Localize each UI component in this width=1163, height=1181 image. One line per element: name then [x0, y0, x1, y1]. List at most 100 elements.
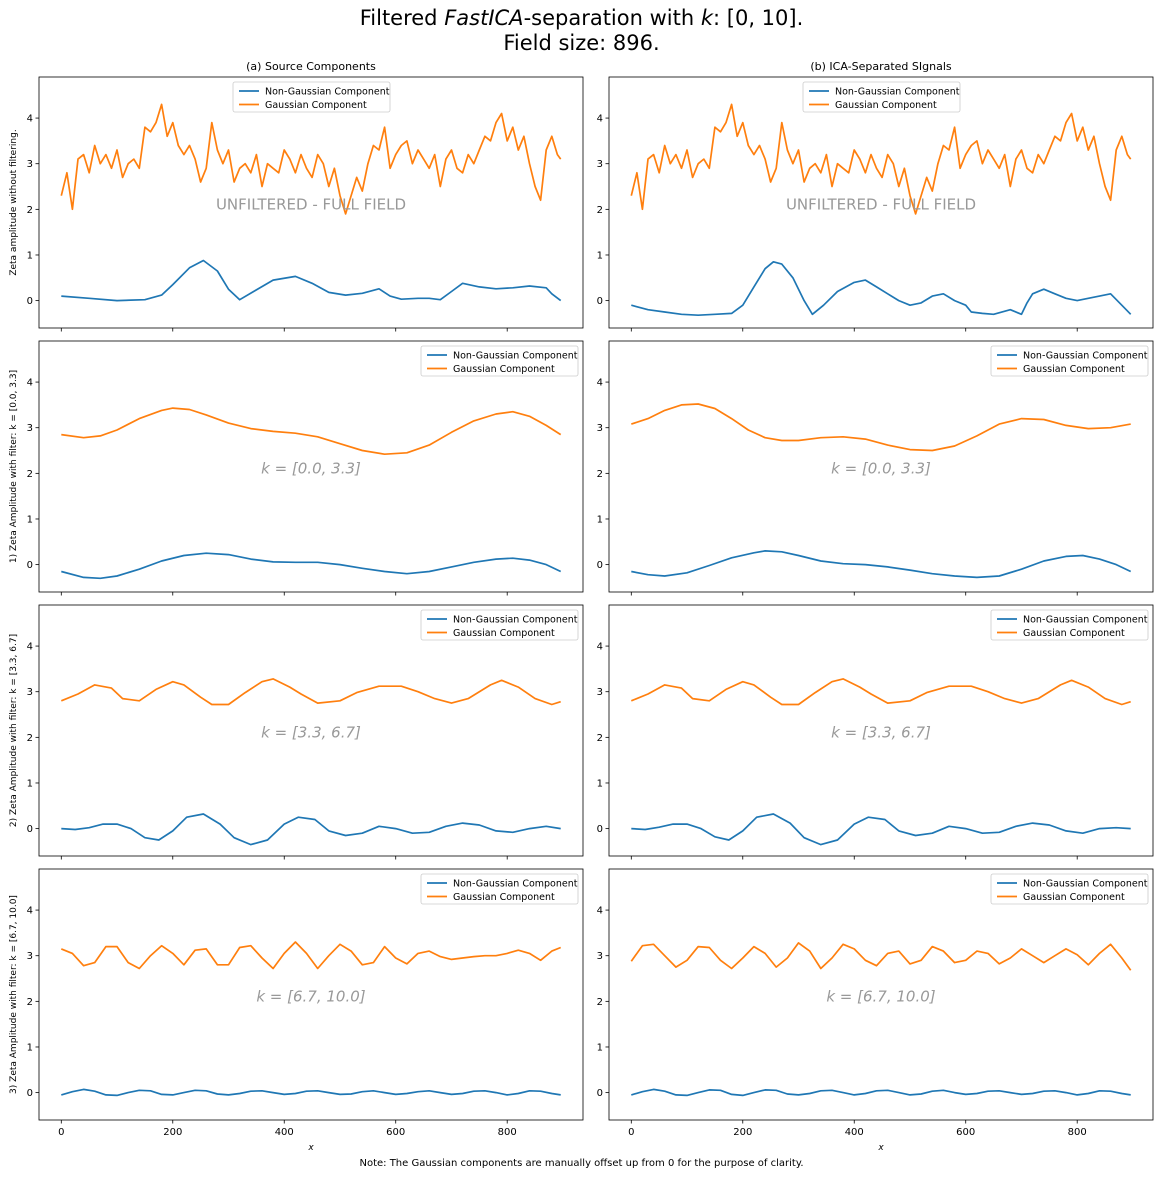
title-prefix: Filtered: [359, 6, 445, 30]
legend-box: [990, 345, 1149, 377]
x-axis-label: x: [877, 1143, 884, 1153]
y-tick-label: 2: [597, 997, 603, 1008]
y-tick-label: 4: [27, 906, 33, 917]
panel-r2c1: k = [3.3, 6.7] 0 1 2 3 4 Non-Gaussian Componen…: [597, 604, 1154, 860]
legend-label-gaussian: Gaussian Component: [1023, 628, 1125, 639]
series-line-non-gaussian: [61, 552, 562, 580]
y-tick-label: 0: [27, 1088, 33, 1099]
series-line-non-gaussian: [61, 813, 561, 846]
panel-annotation: UNFILTERED - FULL FIELD: [786, 195, 976, 213]
series-line-gaussian: [60, 678, 561, 706]
legend-label-gaussian: Gaussian Component: [453, 628, 555, 639]
legend-label-gaussian: Gaussian Component: [1023, 364, 1125, 375]
legend-box: [420, 345, 579, 377]
y-tick-label: 0: [597, 560, 603, 571]
legend-label-gaussian: Gaussian Component: [453, 892, 555, 903]
legend-box: [990, 873, 1149, 905]
x-tick-label: 400: [845, 1127, 864, 1138]
y-tick-label: 3: [597, 951, 603, 962]
legend-box: [420, 609, 579, 641]
x-tick-label: 0: [58, 1127, 64, 1138]
x-tick-label: 0: [628, 1127, 634, 1138]
legend-label-non-gaussian: Non-Gaussian Component: [835, 87, 960, 98]
axes-frame: [608, 340, 1154, 593]
legend-label-gaussian: Gaussian Component: [453, 364, 555, 375]
legend-label-gaussian: Gaussian Component: [1023, 892, 1125, 903]
legend-label-non-gaussian: Non-Gaussian Component: [1023, 879, 1148, 890]
y-tick-label: 4: [597, 642, 603, 653]
series-line-non-gaussian: [631, 1088, 1131, 1097]
panel-r3c0: k = [6.7, 10.0] 0 1 2 3 4 0 200 400 600 800 x 3) Zet…: [9, 868, 584, 1153]
legend-label-non-gaussian: Non-Gaussian Component: [1023, 351, 1148, 362]
panel-annotation: k = [3.3, 6.7]: [261, 723, 361, 741]
x-tick-label: 200: [163, 1127, 182, 1138]
axes-frame: [38, 76, 584, 329]
y-tick-label: 4: [27, 114, 33, 125]
x-tick-label: 600: [956, 1127, 975, 1138]
y-tick-label: 1: [27, 514, 33, 525]
x-tick-label: 600: [386, 1127, 405, 1138]
series-line-gaussian: [630, 103, 1132, 215]
title-method: FastICA: [444, 6, 524, 30]
legend-label-non-gaussian: Non-Gaussian Component: [1023, 615, 1148, 626]
axes-frame: [608, 868, 1154, 1121]
y-axis-label: Zeta amplitude without filtering.: [9, 129, 19, 275]
panel-annotation: k = [6.7, 10.0]: [256, 987, 365, 1005]
y-tick-label: 0: [27, 560, 33, 571]
panel-r0c0: UNFILTERED - FULL FIELD 0 1 2 3 4 (a) Source C…: [9, 60, 584, 332]
y-tick-label: 3: [597, 423, 603, 434]
y-tick-label: 3: [27, 423, 33, 434]
series-line-gaussian: [631, 403, 1131, 452]
legend-label-non-gaussian: Non-Gaussian Component: [453, 351, 578, 362]
axes-frame: [608, 604, 1154, 857]
legend: Non-Gaussian Component Gaussian Component: [990, 345, 1149, 377]
y-tick-label: 2: [27, 469, 33, 480]
x-tick-label: 400: [275, 1127, 294, 1138]
legend-box: [420, 873, 579, 905]
y-axis-label: 1) Zeta Amplitude with filter: k = [0.0,…: [9, 370, 19, 563]
legend-label-non-gaussian: Non-Gaussian Component: [453, 615, 578, 626]
series-line-non-gaussian: [61, 1088, 561, 1097]
series-line-gaussian: [60, 941, 562, 970]
series-line-non-gaussian: [631, 813, 1131, 846]
y-axis-label: 2) Zeta Amplitude with filter: k = [3.3,…: [9, 634, 19, 827]
figure-note: Note: The Gaussian components are manual…: [359, 1158, 804, 1169]
legend: Non-Gaussian Component Gaussian Component: [990, 873, 1149, 905]
x-tick-label: 200: [733, 1127, 752, 1138]
legend-label-non-gaussian: Non-Gaussian Component: [453, 879, 578, 890]
y-tick-label: 1: [27, 778, 33, 789]
series-line-non-gaussian: [61, 259, 562, 302]
y-tick-label: 0: [27, 296, 33, 307]
panel-r0c1: UNFILTERED - FULL FIELD 0 1 2 3 4 (b) ICA-Sepa…: [597, 60, 1154, 332]
series-line-non-gaussian: [631, 260, 1132, 317]
y-tick-label: 0: [597, 1088, 603, 1099]
y-tick-label: 4: [27, 378, 33, 389]
y-tick-label: 2: [597, 733, 603, 744]
y-tick-label: 2: [27, 733, 33, 744]
y-tick-label: 3: [597, 159, 603, 170]
y-tick-label: 3: [597, 687, 603, 698]
axes-frame: [608, 76, 1154, 329]
x-tick-label: 800: [1068, 1127, 1087, 1138]
panel-r2c0: k = [3.3, 6.7] 0 1 2 3 4 2) Zeta Amplitude wit…: [9, 604, 584, 860]
axes-frame: [38, 340, 584, 593]
legend-box: [802, 81, 961, 113]
series-line-non-gaussian: [631, 550, 1132, 579]
figure-title: Filtered FastICA-separation with k: [0, …: [0, 6, 1163, 30]
y-tick-label: 3: [27, 951, 33, 962]
y-tick-label: 1: [597, 778, 603, 789]
y-tick-label: 0: [27, 824, 33, 835]
y-tick-label: 1: [597, 250, 603, 261]
y-tick-label: 3: [27, 159, 33, 170]
panel-annotation: k = [0.0, 3.3]: [831, 459, 931, 477]
legend-box: [990, 609, 1149, 641]
y-tick-label: 0: [597, 296, 603, 307]
series-line-gaussian: [60, 103, 562, 215]
y-tick-label: 3: [27, 687, 33, 698]
legend: Non-Gaussian Component Gaussian Component: [420, 345, 579, 377]
y-tick-label: 0: [597, 824, 603, 835]
y-axis-label: 3) Zeta Amplitude with filter: k = [6.7,…: [9, 895, 19, 1094]
panel-annotation: k = [6.7, 10.0]: [826, 987, 935, 1005]
y-tick-label: 4: [597, 378, 603, 389]
y-tick-label: 2: [27, 997, 33, 1008]
